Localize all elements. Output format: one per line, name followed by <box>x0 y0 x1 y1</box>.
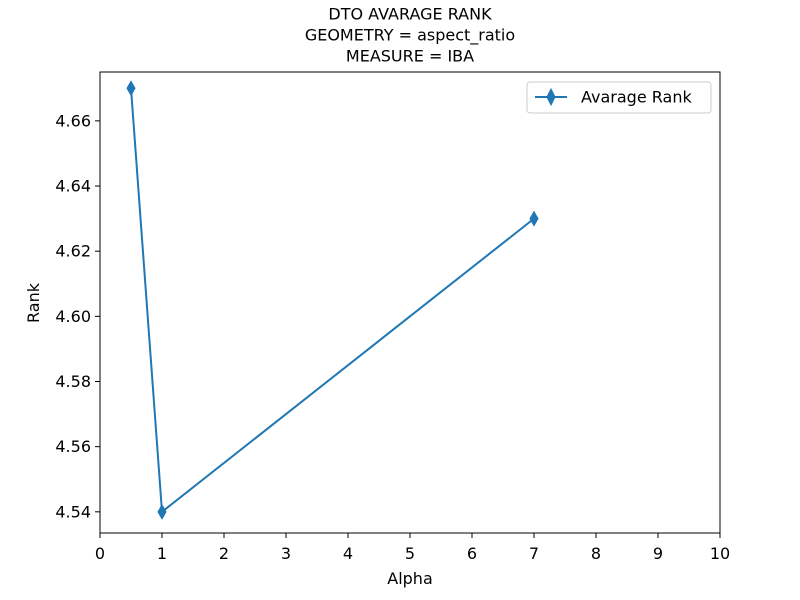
legend: Avarage Rank <box>526 81 712 114</box>
x-tick-label: 10 <box>710 544 730 563</box>
x-tick-label: 5 <box>405 544 415 563</box>
x-tick-label: 7 <box>529 544 539 563</box>
y-axis-ticks: 4.54 4.56 4.58 4.60 4.62 4.64 4.66 <box>55 111 100 521</box>
chart-title-line-3: MEASURE = IBA <box>346 47 474 66</box>
x-tick-label: 8 <box>591 544 601 563</box>
chart-title-line-2: GEOMETRY = aspect_ratio <box>305 26 515 46</box>
y-axis-label: Rank <box>24 282 43 323</box>
legend-label: Avarage Rank <box>581 88 692 107</box>
y-tick-label: 4.64 <box>55 177 91 196</box>
x-tick-label: 1 <box>157 544 167 563</box>
y-tick-label: 4.58 <box>55 372 91 391</box>
x-tick-label: 6 <box>467 544 477 563</box>
x-tick-label: 3 <box>281 544 291 563</box>
data-point-marker <box>157 503 167 520</box>
y-tick-label: 4.54 <box>55 502 91 521</box>
plot-series <box>126 80 539 520</box>
x-tick-label: 9 <box>653 544 663 563</box>
plot-frame <box>99 71 721 534</box>
x-tick-label: 0 <box>95 544 105 563</box>
x-tick-label: 4 <box>343 544 353 563</box>
y-tick-label: 4.56 <box>55 437 91 456</box>
x-axis-ticks: 0 1 2 3 4 5 6 7 8 9 10 <box>95 533 730 563</box>
y-tick-label: 4.60 <box>55 307 91 326</box>
chart-title-line-1: DTO AVARAGE RANK <box>328 5 492 24</box>
x-axis-label: Alpha <box>387 569 433 588</box>
legend-box <box>526 81 712 114</box>
data-point-marker <box>529 210 539 227</box>
y-tick-label: 4.62 <box>55 242 91 261</box>
x-tick-label: 2 <box>219 544 229 563</box>
legend-marker-sample <box>546 87 556 107</box>
data-point-marker <box>126 80 136 97</box>
y-tick-label: 4.66 <box>55 111 91 130</box>
